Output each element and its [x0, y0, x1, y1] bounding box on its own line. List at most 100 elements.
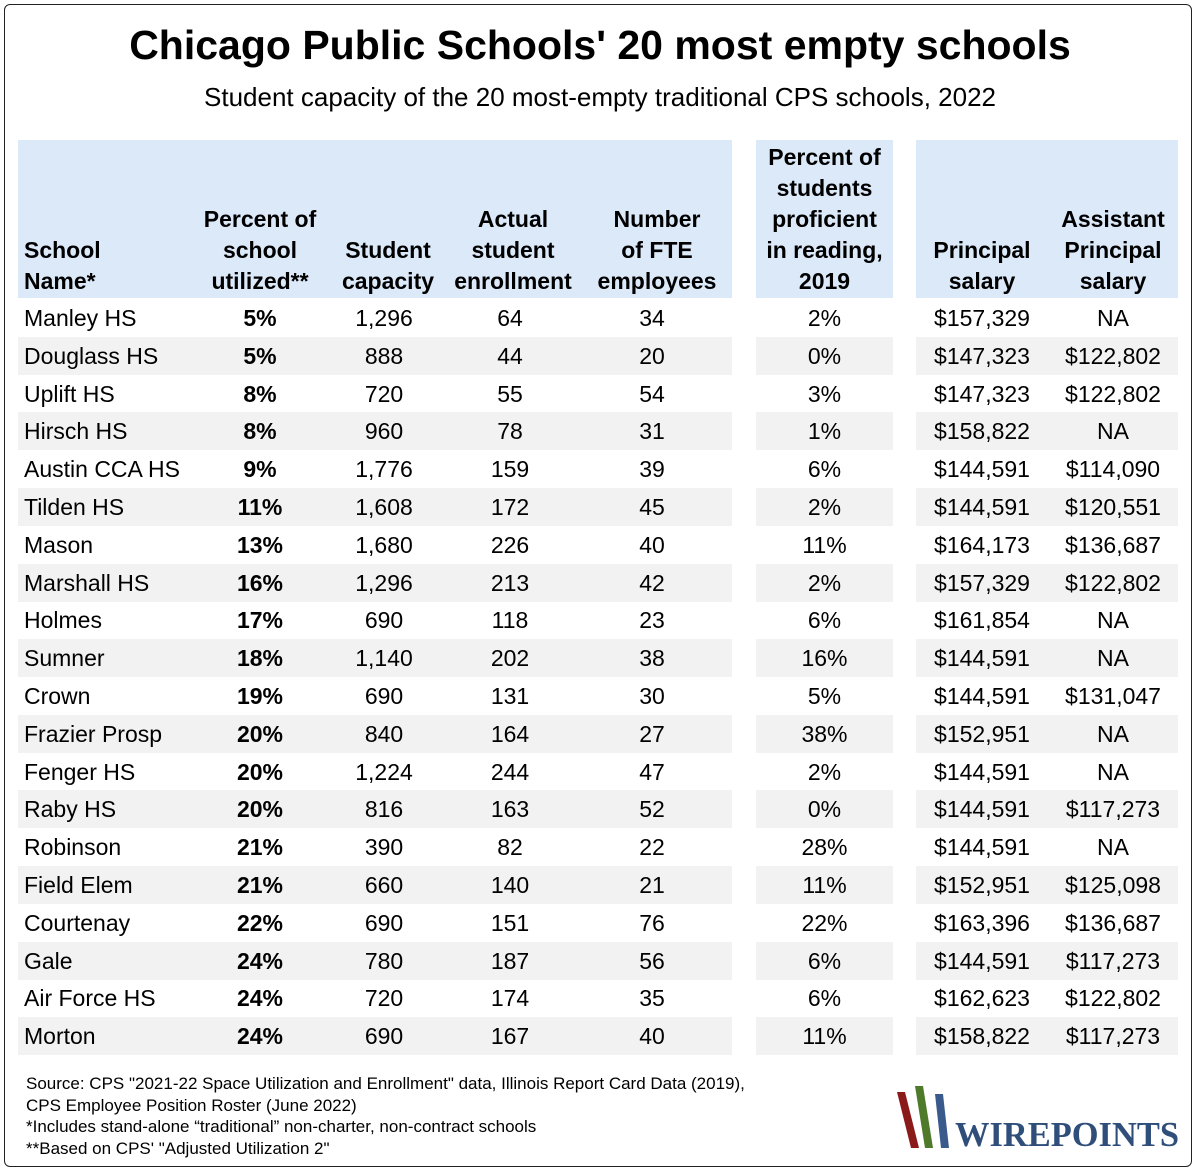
cell-fte-employees: 45	[639, 494, 665, 520]
column-header-pct-utilized: Percent of school utilized**	[203, 206, 317, 294]
cell-asst-principal-salary: NA	[1097, 645, 1129, 672]
cell-capacity: 1,680	[355, 531, 413, 558]
row-stripe	[756, 488, 893, 526]
cell-principal-salary: $144,591	[934, 683, 1030, 709]
cell-principal-salary: $144,591	[934, 796, 1030, 823]
row-stripe	[756, 866, 893, 904]
row-stripe	[18, 488, 732, 526]
row-stripe	[18, 714, 732, 753]
cell-school-name: Uplift HS	[24, 380, 115, 407]
footnote-traditional: *Includes stand-alone “traditional” non-…	[26, 1117, 537, 1136]
cell-capacity: 1,140	[355, 645, 413, 672]
row-stripe	[756, 790, 893, 829]
cell-capacity: 720	[364, 985, 404, 1012]
cell-capacity: 816	[364, 796, 404, 823]
row-stripe	[756, 563, 893, 602]
cell-school-name: Raby HS	[24, 796, 117, 823]
source-line-2: CPS Employee Position Roster (June 2022)	[26, 1095, 357, 1115]
cell-school-name: Robinson	[24, 834, 122, 861]
cell-fte-employees: 54	[639, 380, 665, 407]
cell-fte-employees: 76	[639, 909, 665, 936]
cell-asst-principal-salary: $125,098	[1065, 872, 1161, 898]
cell-principal-salary: $152,951	[934, 872, 1030, 898]
cell-fte-employees: 56	[639, 947, 665, 974]
cell-principal-salary: $161,854	[934, 607, 1030, 634]
cell-fte-employees: 42	[639, 569, 665, 596]
cell-school-name: Manley HS	[24, 305, 137, 331]
source-line-1: Source: CPS "2021-22 Space Utilization a…	[26, 1074, 745, 1093]
cell-fte-employees: 47	[639, 758, 665, 785]
cell-fte-employees: 35	[639, 985, 665, 1012]
cell-school-name: Fenger HS	[24, 758, 136, 785]
row-stripe	[756, 714, 893, 753]
cell-enrollment: 82	[497, 834, 523, 861]
row-stripe	[18, 563, 732, 602]
column-header-fte-employees: Number of FTE employees	[597, 206, 717, 294]
cell-pct-utilized: 16%	[236, 569, 284, 596]
cell-asst-principal-salary: NA	[1097, 418, 1129, 445]
cell-school-name: Holmes	[24, 607, 102, 634]
cell-reading-proficient: 11%	[802, 531, 847, 558]
cell-enrollment: 202	[490, 645, 530, 672]
cell-capacity: 690	[364, 909, 404, 936]
row-stripe	[756, 1017, 893, 1056]
row-stripe	[916, 790, 1178, 829]
cell-capacity: 690	[364, 607, 404, 634]
cell-principal-salary: $163,396	[934, 909, 1030, 936]
chart-subtitle: Student capacity of the 20 most-empty tr…	[204, 82, 996, 112]
cell-capacity: 960	[364, 418, 404, 445]
cell-asst-principal-salary: $136,687	[1065, 531, 1161, 558]
cell-principal-salary: $152,951	[934, 720, 1030, 747]
row-stripe	[916, 336, 1178, 375]
row-stripe	[756, 412, 893, 451]
cell-school-name: Mason	[24, 531, 94, 558]
cell-reading-proficient: 0%	[807, 796, 842, 823]
row-stripe	[916, 714, 1178, 753]
cell-pct-utilized: 22%	[236, 909, 284, 936]
cell-reading-proficient: 0%	[807, 342, 842, 369]
cell-school-name: Austin CCA HS	[24, 456, 180, 483]
logo-stripe-blue	[935, 1094, 949, 1148]
cell-school-name: Tilden HS	[24, 494, 125, 520]
row-stripe	[916, 412, 1178, 451]
cell-capacity: 780	[364, 947, 404, 974]
chart-title: Chicago Public Schools' 20 most empty sc…	[129, 22, 1071, 68]
cell-school-name: Douglass HS	[24, 342, 159, 369]
cell-asst-principal-salary: $117,273	[1065, 1023, 1161, 1050]
cell-pct-utilized: 8%	[243, 380, 277, 407]
wirepoints-logo: WIREPOINTS	[897, 1086, 1179, 1152]
cell-principal-salary: $144,591	[934, 834, 1030, 861]
row-stripe	[18, 412, 732, 451]
cell-enrollment: 159	[490, 456, 530, 483]
cell-principal-salary: $157,329	[934, 569, 1030, 596]
cell-reading-proficient: 5%	[807, 683, 842, 709]
cell-principal-salary: $144,591	[934, 645, 1030, 672]
cell-reading-proficient: 6%	[807, 456, 842, 483]
cell-capacity: 390	[364, 834, 404, 861]
cell-enrollment: 78	[497, 418, 523, 445]
cell-capacity: 1,608	[355, 494, 413, 520]
cell-school-name: Marshall HS	[24, 569, 150, 596]
cell-pct-utilized: 5%	[243, 342, 277, 369]
cell-enrollment: 55	[497, 380, 523, 407]
cell-asst-principal-salary: $131,047	[1065, 683, 1161, 709]
row-stripe	[756, 336, 893, 375]
cell-reading-proficient: 38%	[801, 720, 848, 747]
row-stripe	[18, 866, 732, 904]
header-panel-main	[18, 140, 732, 298]
row-stripe	[18, 790, 732, 829]
cell-fte-employees: 34	[639, 305, 665, 331]
cell-pct-utilized: 24%	[236, 947, 284, 974]
cell-asst-principal-salary: $122,802	[1065, 985, 1161, 1012]
row-stripe	[916, 488, 1178, 526]
cell-pct-utilized: 11%	[237, 494, 283, 520]
cell-fte-employees: 38	[639, 645, 665, 672]
cell-asst-principal-salary: NA	[1097, 720, 1129, 747]
cell-principal-salary: $144,591	[934, 758, 1030, 785]
cell-fte-employees: 31	[639, 418, 665, 445]
cell-asst-principal-salary: $120,551	[1065, 494, 1161, 520]
cell-principal-salary: $144,591	[934, 947, 1030, 974]
logo-wordmark: WIREPOINTS	[955, 1115, 1179, 1152]
cell-enrollment: 44	[497, 342, 523, 369]
row-stripe	[18, 336, 732, 375]
